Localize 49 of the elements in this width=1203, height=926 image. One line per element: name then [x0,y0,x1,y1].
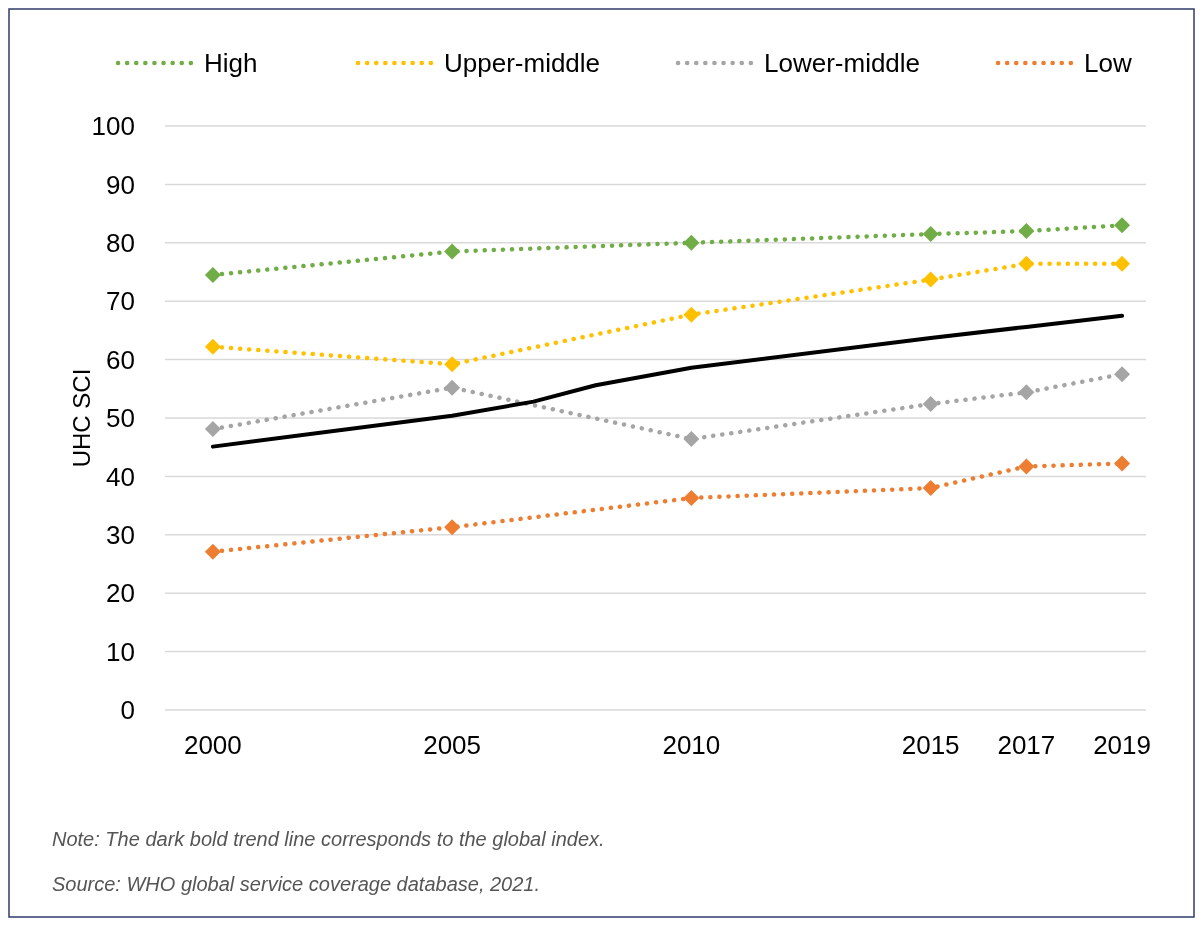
x-tick-label: 2019 [1093,730,1151,760]
point [922,226,939,243]
y-tick-label: 10 [106,636,135,667]
y-axis-title: UHC SCI [68,368,95,468]
point [444,243,461,260]
point [1018,458,1035,475]
x-tick-label: 2005 [423,730,482,760]
point [922,395,939,412]
point [444,519,461,536]
legend-label: Low [1084,48,1132,79]
y-tick-label: 90 [106,169,135,200]
y-tick-label: 70 [106,286,135,317]
point [204,266,221,283]
text: Note: The dark bold trend line corresponds to the global index. [52,828,605,850]
y-tick-label: 50 [106,403,135,434]
legend-label: Lower-middle [764,48,921,79]
y-tick-label: 30 [106,519,135,550]
y-tick-label: 0 [120,695,135,726]
legend-label: High [204,48,258,79]
point [1114,217,1131,234]
legend-label: Upper-middle [444,48,601,79]
point [204,421,221,438]
point [444,356,461,373]
point [204,543,221,560]
point [1114,255,1131,272]
x-tick-label: 2000 [183,730,242,760]
line-series [210,313,1125,449]
y-tick-label: 20 [106,578,135,609]
point [683,431,700,448]
point [1018,223,1035,240]
y-tick-label: 80 [106,227,135,258]
point [922,271,939,288]
y-tick-label: 60 [106,344,135,375]
x-tick-label: 2010 [662,730,721,760]
point [1114,455,1131,472]
x-tick-label: 2017 [997,730,1056,760]
point [204,338,221,355]
point [444,379,461,396]
y-tick-label: 40 [106,461,135,492]
point [922,480,939,497]
y-tick-label: 100 [91,111,135,142]
x-tick-label: 2015 [901,730,960,760]
point [1018,255,1035,272]
point [1018,384,1035,401]
source-note: Source: WHO global service coverage database, 2021. [52,873,541,895]
point [683,490,700,507]
point [1114,366,1131,383]
point [683,234,700,251]
point [683,306,700,323]
